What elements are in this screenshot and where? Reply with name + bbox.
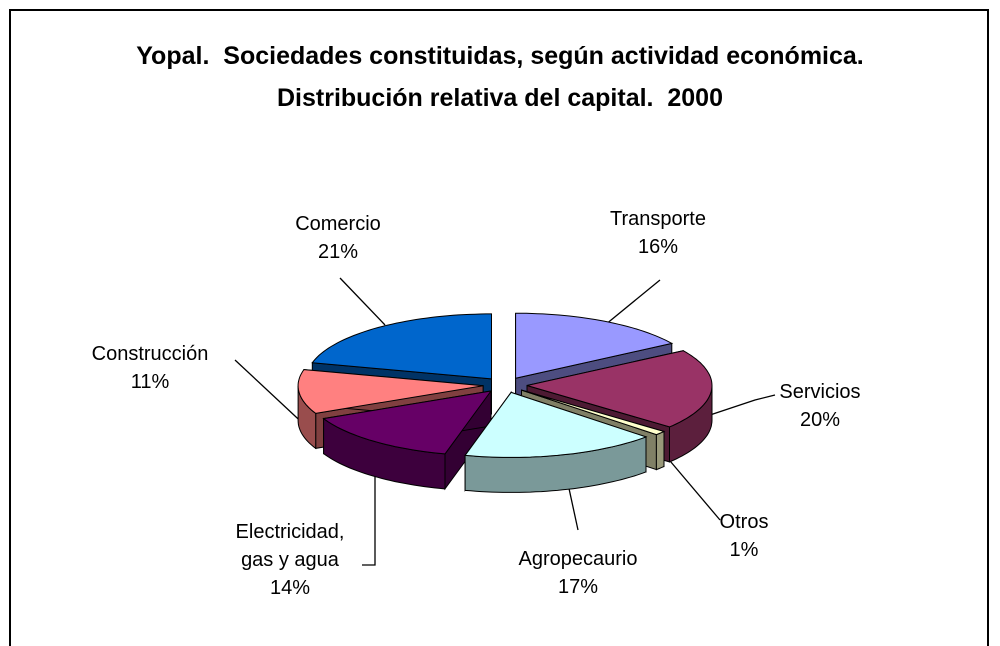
slice-label: Transporte 16% bbox=[578, 205, 738, 261]
slice bbox=[515, 312, 674, 379]
category-label: Electricidad, gas y agua bbox=[235, 521, 345, 571]
value-label: 1% bbox=[729, 539, 759, 561]
slice-label: Comercio 21% bbox=[258, 210, 418, 266]
slice bbox=[526, 350, 713, 428]
slice bbox=[464, 391, 648, 458]
chart-frame bbox=[9, 9, 989, 646]
value-label: 14% bbox=[269, 577, 311, 599]
leader-line bbox=[604, 279, 661, 326]
pie bbox=[297, 312, 713, 493]
category-label: Otros bbox=[719, 511, 769, 533]
category-label: Comercio bbox=[295, 213, 381, 235]
value-label: 20% bbox=[799, 409, 841, 431]
leader-line bbox=[234, 359, 311, 431]
leader-line bbox=[339, 277, 386, 326]
slice bbox=[311, 313, 492, 380]
slice-label: Electricidad, gas y agua 14% bbox=[220, 518, 360, 602]
category-label: Agropecaurio bbox=[518, 548, 638, 570]
category-label: Servicios bbox=[779, 381, 861, 403]
value-label: 16% bbox=[637, 236, 679, 258]
slice bbox=[297, 369, 484, 414]
category-label: Transporte bbox=[610, 208, 706, 230]
chart-title: Yopal. Sociedades constituidas, según ac… bbox=[136, 42, 878, 112]
value-label: 11% bbox=[130, 371, 170, 393]
value-label: 17% bbox=[557, 576, 599, 598]
leader-line bbox=[664, 454, 721, 521]
slice-label: Otros 1% bbox=[664, 508, 824, 564]
value-label: 21% bbox=[317, 241, 359, 263]
slice bbox=[322, 390, 493, 455]
slice-wall bbox=[655, 430, 665, 471]
category-label: Construcción bbox=[91, 343, 209, 365]
leader-line bbox=[709, 394, 776, 416]
slice bbox=[521, 389, 666, 436]
slice-label: Agropecaurio 17% bbox=[498, 545, 658, 601]
slice-label: Construcción 11% bbox=[70, 340, 230, 396]
leader-line bbox=[362, 460, 376, 566]
slice-label: Servicios 20% bbox=[740, 378, 900, 434]
